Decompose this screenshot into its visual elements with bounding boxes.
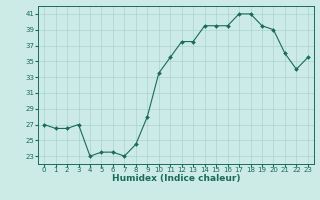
X-axis label: Humidex (Indice chaleur): Humidex (Indice chaleur) xyxy=(112,174,240,183)
